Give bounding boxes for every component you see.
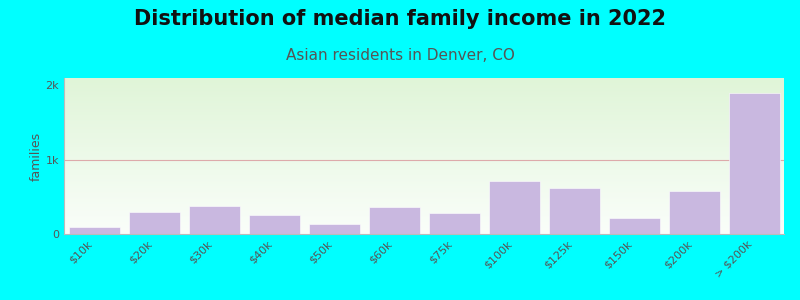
Bar bbox=[489, 181, 539, 234]
Text: Distribution of median family income in 2022: Distribution of median family income in … bbox=[134, 9, 666, 29]
Bar bbox=[369, 206, 419, 234]
Bar bbox=[609, 218, 659, 234]
Bar bbox=[129, 212, 179, 234]
Bar bbox=[249, 215, 299, 234]
Bar bbox=[669, 191, 719, 234]
Text: Asian residents in Denver, CO: Asian residents in Denver, CO bbox=[286, 48, 514, 63]
Bar bbox=[549, 188, 599, 234]
Bar bbox=[429, 213, 479, 234]
Bar bbox=[69, 226, 119, 234]
Bar bbox=[189, 206, 239, 234]
Bar bbox=[729, 93, 779, 234]
Bar bbox=[309, 224, 359, 234]
Y-axis label: families: families bbox=[30, 131, 42, 181]
